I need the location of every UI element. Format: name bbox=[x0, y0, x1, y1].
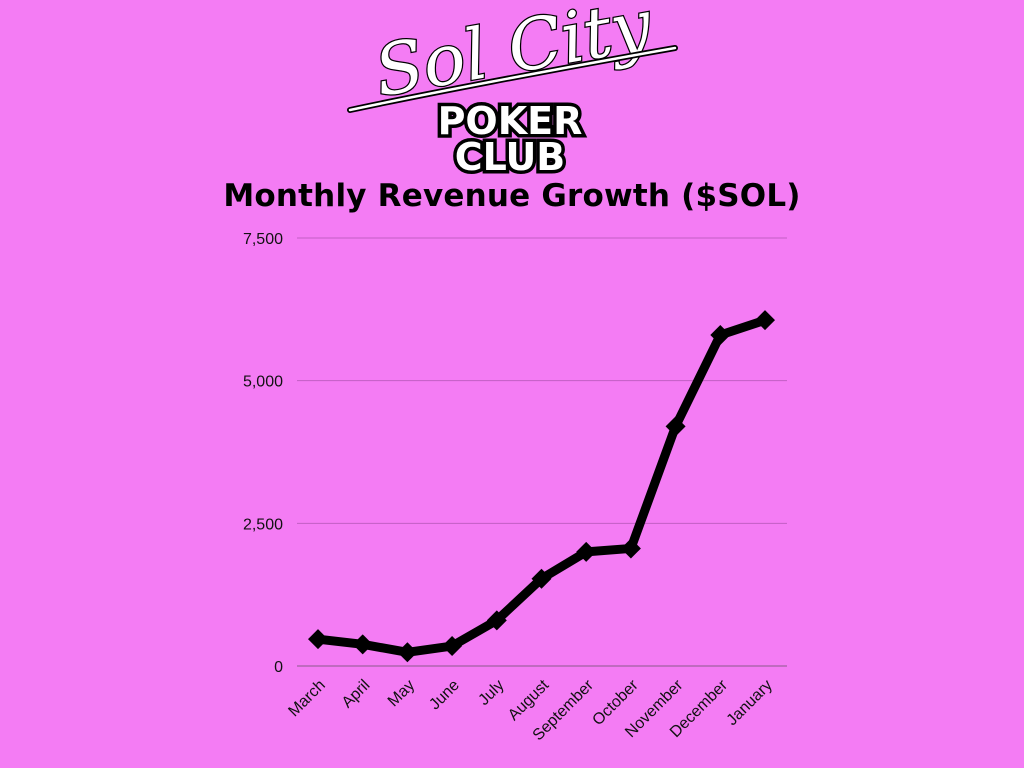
x-tick-label: April bbox=[339, 677, 374, 712]
data-point-marker bbox=[620, 538, 641, 559]
x-tick-label: June bbox=[426, 677, 463, 714]
data-point-marker bbox=[308, 629, 328, 650]
series-line bbox=[313, 315, 770, 657]
logo-block-line1: POKER bbox=[438, 99, 583, 143]
data-point-marker bbox=[531, 568, 552, 589]
sol-city-poker-club-logo: Sol City POKER CLUB bbox=[347, 0, 678, 180]
x-tick-label: March bbox=[285, 677, 328, 720]
y-tick-label: 5,000 bbox=[243, 374, 283, 391]
data-point-marker bbox=[710, 325, 731, 346]
data-point-marker bbox=[665, 416, 686, 437]
x-tick-label: July bbox=[475, 677, 507, 709]
data-point-marker bbox=[352, 634, 373, 655]
data-point-marker bbox=[397, 642, 418, 663]
y-tick-label: 7,500 bbox=[243, 231, 283, 248]
logo-swash-highlight bbox=[348, 46, 677, 112]
logo-block-line2: CLUB bbox=[455, 135, 566, 179]
data-point-marker bbox=[755, 310, 775, 331]
x-tick-label: May bbox=[385, 677, 418, 710]
data-point-marker bbox=[442, 636, 463, 657]
y-tick-label: 2,500 bbox=[243, 516, 283, 533]
x-tick-label: January bbox=[724, 677, 776, 729]
chart-title: Monthly Revenue Growth ($SOL) bbox=[223, 178, 801, 214]
data-point-marker bbox=[486, 610, 507, 631]
y-tick-label: 0 bbox=[274, 659, 283, 676]
data-point-marker bbox=[576, 541, 597, 562]
